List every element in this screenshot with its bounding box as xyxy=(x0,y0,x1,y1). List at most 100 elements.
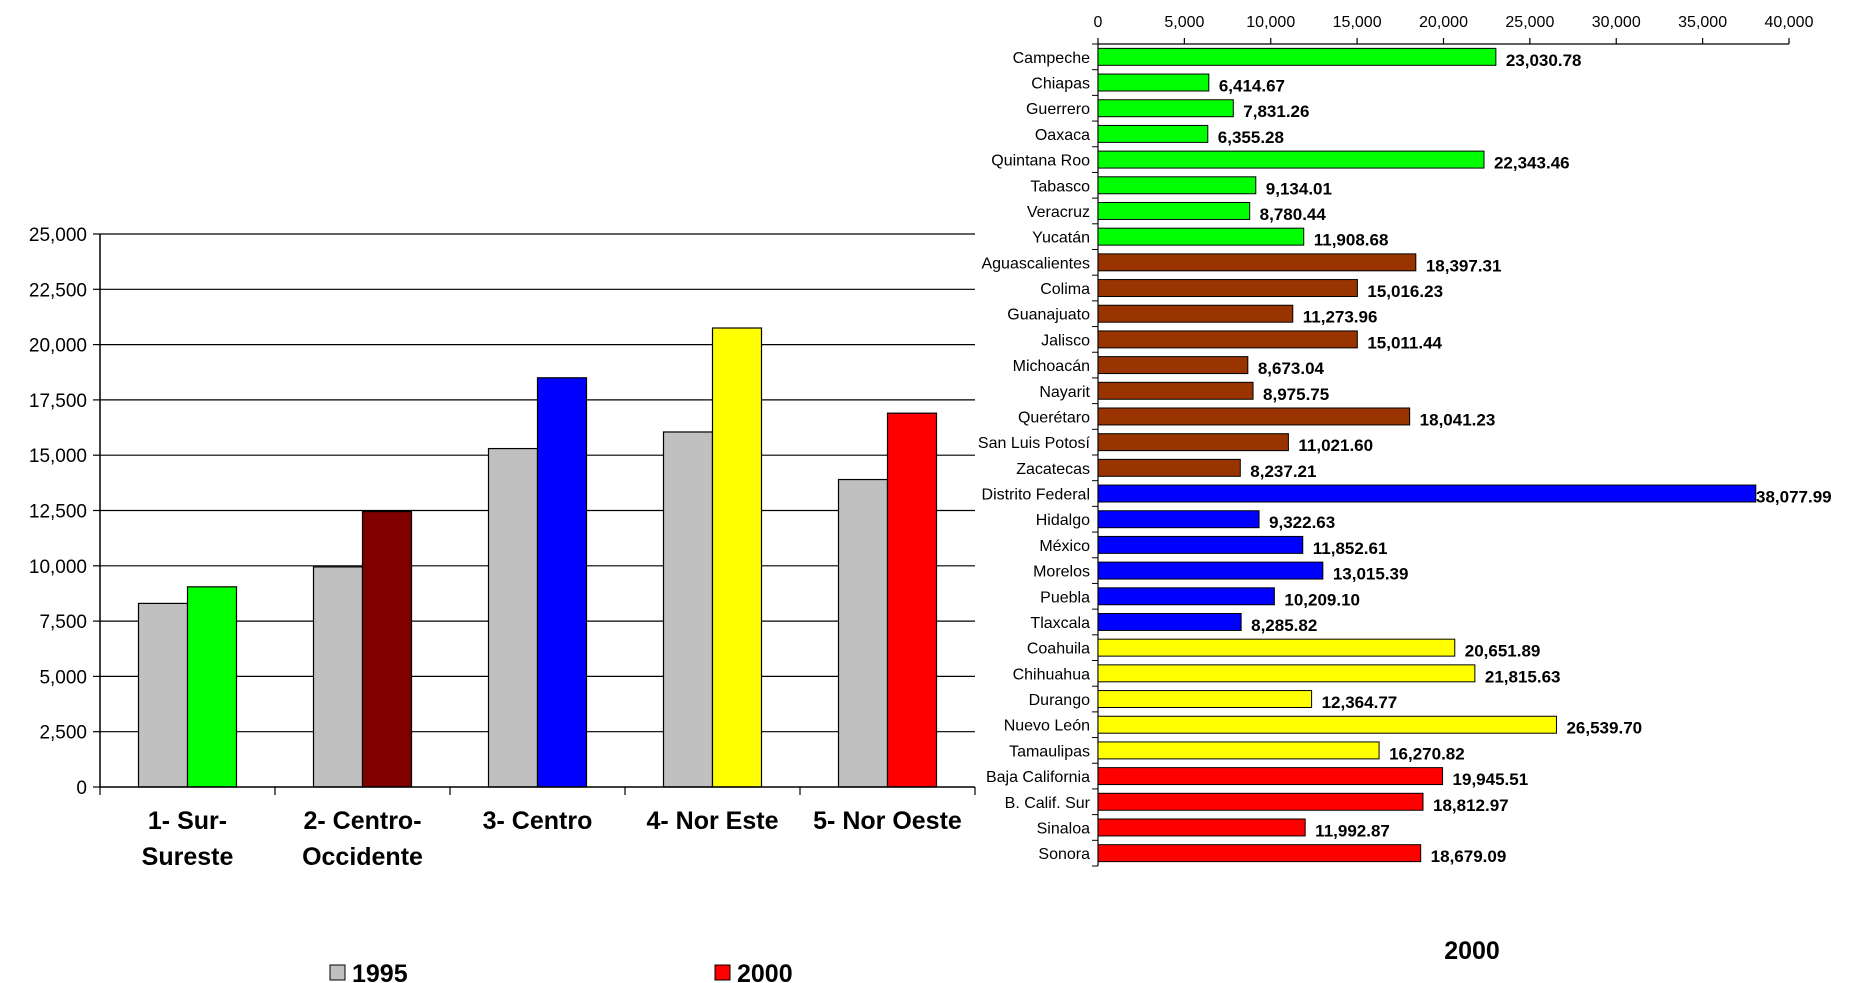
bar-2000 xyxy=(886,412,938,788)
y-tick-label: Puebla xyxy=(1040,589,1090,606)
data-label: 20,651.89 xyxy=(1465,642,1541,661)
data-label: 38,077.99 xyxy=(1756,488,1832,507)
legend-label: 1995 xyxy=(352,960,408,983)
y-tick-label: Nuevo León xyxy=(1004,718,1090,735)
bar xyxy=(1097,741,1380,760)
data-label: 11,852.61 xyxy=(1313,539,1388,558)
x-tick-label: 3- Centro xyxy=(483,807,593,835)
data-label: 18,041.23 xyxy=(1420,410,1496,429)
bar-1995 xyxy=(487,447,539,788)
data-label: 18,397.31 xyxy=(1426,256,1502,275)
bar xyxy=(1097,587,1275,606)
data-label: 12,364.77 xyxy=(1322,693,1398,712)
x-tick-label: 40,000 xyxy=(1765,14,1814,31)
bar xyxy=(1097,561,1324,580)
bar xyxy=(1097,407,1411,426)
bar xyxy=(1097,664,1476,683)
bar-1995 xyxy=(137,602,189,788)
y-tick-label: Baja California xyxy=(986,769,1090,786)
bar xyxy=(1097,638,1456,657)
y-tick-label: 10,000 xyxy=(29,557,87,578)
bar xyxy=(1097,253,1417,272)
bar xyxy=(1097,690,1313,709)
y-tick-label: Guerrero xyxy=(1026,101,1090,118)
bar xyxy=(1097,99,1234,118)
data-label: 18,679.09 xyxy=(1431,847,1507,866)
data-label: 15,016.23 xyxy=(1367,282,1443,301)
bar-2000 xyxy=(186,586,238,788)
data-label: 23,030.78 xyxy=(1506,51,1582,70)
data-label: 16,270.82 xyxy=(1389,744,1465,763)
y-tick-label: Durango xyxy=(1029,692,1090,709)
y-tick-label: 15,000 xyxy=(29,446,87,467)
y-tick-label: Sonora xyxy=(1038,846,1090,863)
y-tick-label: Yucatán xyxy=(1032,230,1090,247)
data-label: 22,343.46 xyxy=(1494,154,1570,173)
bar xyxy=(1097,279,1358,298)
data-label: 8,285.82 xyxy=(1251,616,1317,635)
bar xyxy=(1097,176,1257,195)
y-tick-label: Morelos xyxy=(1033,564,1090,581)
y-tick-label: Jalisco xyxy=(1041,332,1090,349)
bar-2000 xyxy=(711,327,763,788)
y-tick-label: 17,500 xyxy=(29,391,87,412)
state-bar-chart: 0 5,000 10,000 15,000 20,000 25,000 30,000 35,0… xyxy=(978,14,1832,867)
bar xyxy=(1097,767,1444,786)
bar xyxy=(1097,433,1289,452)
data-label: 11,021.60 xyxy=(1298,436,1373,455)
y-tick-label: Tlaxcala xyxy=(1030,615,1090,632)
legend-swatch xyxy=(714,964,731,981)
bar xyxy=(1097,510,1260,529)
data-label: 9,322.63 xyxy=(1269,513,1335,532)
x-axis-label: 2000 xyxy=(1444,937,1500,965)
x-tick-label: 2- Centro-Occidente xyxy=(302,807,423,871)
y-tick-label: Chihuahua xyxy=(1013,666,1091,683)
y-tick-label: Chiapas xyxy=(1031,76,1090,93)
data-label: 9,134.01 xyxy=(1266,179,1332,198)
y-tick-label: 25,000 xyxy=(29,225,87,246)
y-tick-label: 0 xyxy=(76,778,87,799)
data-label: 8,673.04 xyxy=(1258,359,1325,378)
bar xyxy=(1097,535,1304,554)
y-tick-label: México xyxy=(1039,538,1090,555)
data-label: 8,780.44 xyxy=(1260,205,1327,224)
legend-label: 2000 xyxy=(737,960,793,983)
x-tick-label: 30,000 xyxy=(1592,14,1641,31)
data-label: 10,209.10 xyxy=(1284,590,1360,609)
data-label: 13,015.39 xyxy=(1333,565,1409,584)
data-label: 11,908.68 xyxy=(1314,231,1389,250)
bar-1995 xyxy=(312,566,364,788)
data-label: 6,414.67 xyxy=(1219,77,1285,96)
y-tick-label: Tabasco xyxy=(1030,178,1090,195)
x-tick-label: 5- Nor Oeste xyxy=(813,807,962,835)
bar xyxy=(1097,47,1497,66)
bar xyxy=(1097,330,1358,349)
y-tick-label: San Luis Potosí xyxy=(978,435,1091,452)
data-label: 11,992.87 xyxy=(1315,821,1390,840)
y-tick-label: Colima xyxy=(1040,281,1090,298)
y-tick-label: 5,000 xyxy=(39,667,87,688)
data-label: 19,945.51 xyxy=(1453,770,1529,789)
y-tick-label: B. Calif. Sur xyxy=(1005,795,1091,812)
y-tick-label: Sinaloa xyxy=(1037,820,1090,837)
x-tick-label: 0 xyxy=(1094,14,1103,31)
data-label: 6,355.28 xyxy=(1218,128,1284,147)
bar-1995 xyxy=(662,431,714,788)
y-tick-label: 22,500 xyxy=(29,280,87,301)
data-label: 7,831.26 xyxy=(1243,102,1309,121)
data-label: 15,011.44 xyxy=(1367,333,1442,352)
legend: 1995 2000 xyxy=(329,960,793,983)
bar-1995 xyxy=(837,478,889,788)
legend-swatch xyxy=(329,964,346,981)
x-tick-label: 15,000 xyxy=(1333,14,1382,31)
bar xyxy=(1097,844,1422,863)
bar xyxy=(1097,124,1209,143)
y-tick-label: 2,500 xyxy=(39,723,87,744)
data-label: 11,273.96 xyxy=(1303,308,1378,327)
y-tick-label: Coahuila xyxy=(1027,641,1090,658)
y-tick-label: Tamaulipas xyxy=(1009,743,1090,760)
y-tick-label: Guanajuato xyxy=(1007,307,1090,324)
regional-bar-chart: 0 2,500 5,000 7,500 10,000 12,500 15,000 17,500… xyxy=(29,225,976,871)
x-tick-label: 4- Nor Este xyxy=(647,807,779,835)
bar xyxy=(1097,792,1424,811)
